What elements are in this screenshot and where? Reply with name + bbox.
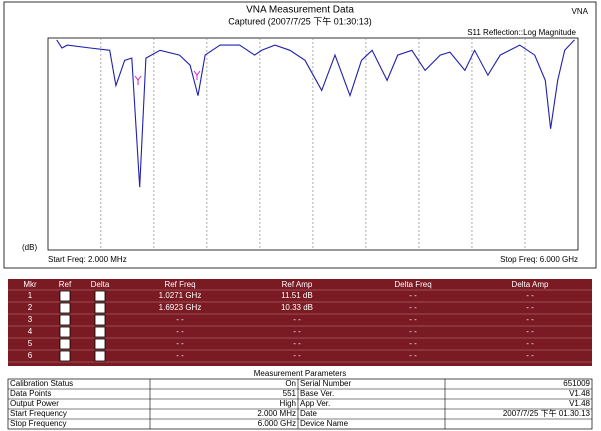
cell: - - (176, 315, 184, 324)
cell: V1.48 (569, 399, 590, 408)
marker-symbol (193, 70, 201, 80)
cell: 6 (28, 351, 33, 360)
checkbox (59, 290, 71, 302)
cell: 2007/7/25 下午 01.30.13 (503, 408, 591, 418)
cell: Data Points (10, 389, 51, 398)
cell: Stop Frequency (10, 419, 66, 428)
cell: 3 (28, 315, 33, 324)
trace-label: S11 Reflection::Log Magnitude (467, 28, 576, 37)
cell: - - (176, 327, 184, 336)
start-label: Start Freq: 2.000 MHz (48, 255, 127, 264)
params-table (7, 378, 593, 430)
cell: - - (526, 327, 534, 336)
cell: - - (526, 303, 534, 312)
cell: - - (176, 351, 184, 360)
cell: - - (526, 315, 534, 324)
cell: 2.000 MHz (257, 409, 296, 418)
checkbox (59, 302, 71, 314)
stop-label: Stop Freq: 6.000 GHz (500, 255, 578, 264)
cell: 6.000 GHz (258, 419, 296, 428)
checkbox (59, 350, 71, 362)
column-header: Delta Amp (512, 280, 549, 289)
cell: - - (526, 351, 534, 360)
y-label: (dB) (22, 243, 37, 252)
cell: - - (409, 327, 417, 336)
cell: - - (409, 339, 417, 348)
trace (56, 39, 575, 188)
cell: Calibration Status (10, 379, 73, 388)
cell: - - (409, 351, 417, 360)
cell: Output Power (10, 399, 59, 408)
column-header: Mkr (23, 280, 37, 289)
chart-frame (3, 1, 597, 269)
cell: 10.33 dB (281, 303, 313, 312)
column-header: Ref (59, 280, 72, 289)
badge: VNA (572, 7, 589, 16)
cell: 1.6923 GHz (159, 303, 202, 312)
checkbox (94, 326, 106, 338)
cell: - - (526, 291, 534, 300)
cell: 11.51 dB (281, 291, 312, 300)
checkbox (94, 314, 106, 326)
markers (134, 70, 201, 85)
checkbox (94, 290, 106, 302)
params-title: Measurement Parameters (254, 369, 346, 378)
cell: - - (409, 303, 417, 312)
cell: High (280, 399, 296, 408)
column-header: Ref Amp (282, 280, 313, 289)
cell: 5 (28, 339, 33, 348)
cell: - - (176, 339, 184, 348)
cell: Date (300, 409, 317, 418)
column-header: Delta Freq (394, 280, 431, 289)
cell: Base Ver. (300, 389, 334, 398)
checkbox (94, 350, 106, 362)
cell: 4 (28, 327, 33, 336)
captured: Captured (2007/7/25 下午 01:30:13) (228, 15, 372, 26)
title: VNA Measurement Data (246, 5, 354, 16)
cell: - - (409, 315, 417, 324)
cell: - - (293, 339, 301, 348)
checkbox (94, 302, 106, 314)
checkbox (59, 338, 71, 350)
cell: On (285, 379, 296, 388)
checkbox (94, 338, 106, 350)
cell: Device Name (300, 419, 349, 428)
cell: - - (293, 327, 301, 336)
cell: V1.48 (569, 389, 590, 398)
cell: - - (526, 339, 534, 348)
cell: 651009 (563, 379, 590, 388)
cell: 1.0271 GHz (159, 291, 202, 300)
checkbox (59, 314, 71, 326)
cell: 1 (28, 291, 33, 300)
checkbox (59, 326, 71, 338)
cell: - - (293, 351, 301, 360)
cell: Start Frequency (10, 409, 67, 418)
cell: App Ver. (300, 399, 330, 408)
cell: Serial Number (300, 379, 351, 388)
cell: 551 (283, 389, 297, 398)
column-header: Delta (91, 280, 110, 289)
cell: - - (293, 315, 301, 324)
cell: - - (409, 291, 417, 300)
cell: 2 (28, 303, 33, 312)
marker-symbol (134, 75, 142, 85)
column-header: Ref Freq (164, 280, 195, 289)
